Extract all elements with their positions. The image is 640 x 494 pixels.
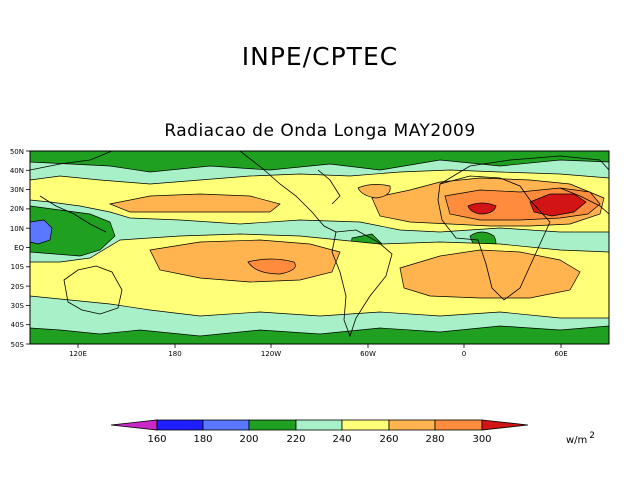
colorbar xyxy=(110,419,529,431)
olr-region-south-pacific-hot xyxy=(247,258,296,275)
lat-label-40n: 40N xyxy=(10,167,24,175)
coastlines xyxy=(30,151,609,338)
coastline-south-america xyxy=(331,229,393,338)
colorbar-segment-280-300 xyxy=(434,419,483,431)
lat-label-40s: 40S xyxy=(11,321,25,329)
olr-region-south-atlantic-warm xyxy=(399,249,581,299)
olr-region-sahara-max xyxy=(467,202,497,215)
colorbar-label-180: 180 xyxy=(193,434,212,445)
olr-region-south-band xyxy=(30,325,609,344)
latitude-labels: 50N 40N 30N 20N 10N EQ 10S 20S 30S 40S 5… xyxy=(10,148,25,349)
colorbar-segment-above-300 xyxy=(481,419,529,431)
olr-region-north-band xyxy=(30,151,609,173)
olr-region-maritime-continent xyxy=(30,205,116,257)
page-title: INPE/CPTEC xyxy=(241,42,399,71)
lon-label-60e: 60E xyxy=(554,350,567,358)
longitude-axis xyxy=(77,344,562,348)
lat-label-20s: 20S xyxy=(11,283,25,291)
colorbar-label-220: 220 xyxy=(286,434,305,445)
coastline-australia xyxy=(63,265,123,315)
colorbar-segment-260-280 xyxy=(388,419,436,431)
lat-label-eq: EQ xyxy=(14,244,24,252)
coastline-africa xyxy=(437,175,551,301)
colorbar-segment-180-200 xyxy=(202,419,250,431)
colorbar-label-260: 260 xyxy=(379,434,398,445)
colorbar-label-300: 300 xyxy=(472,434,491,445)
map-subtitle: Radiacao de Onda Longa MAY2009 xyxy=(164,121,476,141)
colorbar-segment-240-260 xyxy=(341,419,390,431)
colorbar-units: w/m 2 xyxy=(566,431,595,446)
olr-field xyxy=(30,151,609,344)
lat-label-50s: 50S xyxy=(11,341,25,349)
latitude-axis xyxy=(26,150,30,345)
lon-label-120e: 120E xyxy=(69,350,87,358)
colorbar-segment-160-180 xyxy=(156,419,204,431)
lat-label-30n: 30N xyxy=(10,186,24,194)
olr-region-north-pacific-warm xyxy=(108,193,281,213)
olr-region-north-atlantic-warm xyxy=(357,184,391,199)
colorbar-label-160: 160 xyxy=(147,434,166,445)
lat-label-50n: 50N xyxy=(10,148,24,156)
coastline-north-america xyxy=(239,151,341,233)
lon-label-180: 180 xyxy=(168,350,181,358)
lon-label-0: 0 xyxy=(462,350,466,358)
longitude-labels: 120E 180 120W 60W 0 60E xyxy=(69,350,568,358)
lat-label-10s: 10S xyxy=(11,263,25,271)
colorbar-label-240: 240 xyxy=(332,434,351,445)
colorbar-labels: 160 180 200 220 240 260 280 300 xyxy=(147,434,491,445)
units-exponent: 2 xyxy=(589,431,596,441)
olr-region-west-pacific-min xyxy=(30,219,53,245)
colorbar-segment-below-160 xyxy=(110,419,158,431)
lat-label-10n: 10N xyxy=(10,225,24,233)
coastline-asia-east xyxy=(30,151,113,233)
colorbar-segment-200-220 xyxy=(248,419,297,431)
lon-label-120w: 120W xyxy=(261,350,281,358)
colorbar-segment-220-240 xyxy=(295,419,343,431)
lat-label-30s: 30S xyxy=(11,302,25,310)
lon-label-60w: 60W xyxy=(360,350,376,358)
colorbar-label-200: 200 xyxy=(239,434,258,445)
coastline-europe-asia xyxy=(439,155,609,215)
olr-region-arabia-max xyxy=(529,193,587,217)
units-base: w/m xyxy=(566,435,588,446)
colorbar-label-280: 280 xyxy=(425,434,444,445)
lat-label-20n: 20N xyxy=(10,205,24,213)
olr-region-south-pacific-warm xyxy=(149,239,341,283)
